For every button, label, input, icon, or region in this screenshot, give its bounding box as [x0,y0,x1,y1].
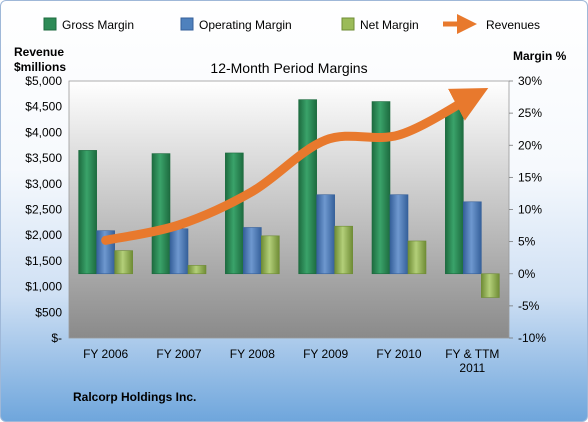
legend-label-revenues: Revenues [486,18,540,32]
bar-gross-margin [151,153,171,275]
right-tick-label: 0% [518,267,536,281]
left-tick-label: $4,000 [25,125,62,139]
x-tick-label: FY 2009 [303,347,348,361]
legend-label-operating-margin: Operating Margin [199,18,292,32]
right-tick-label: 30% [518,74,542,88]
bar-gross-margin [78,150,97,275]
x-tick-label: 2011 [459,361,485,375]
plot-area [68,80,510,339]
right-tick-label: 5% [518,235,536,249]
x-tick-label: FY & TTM [445,347,499,361]
company-name: Ralcorp Holdings Inc. [73,390,196,404]
left-tick-label: $4,500 [25,100,62,114]
bar-gross-margin [225,152,244,275]
left-tick-label: $- [51,331,62,345]
left-tick-label: $500 [35,305,62,319]
bar-operating-margin [169,228,189,275]
bar-net-margin [407,240,427,275]
bar-gross-margin [371,101,391,275]
legend-label-gross-margin: Gross Margin [62,18,134,32]
legend: Gross Margin Operating Margin Net Margin… [43,14,540,34]
revenues-line [101,88,489,245]
right-tick-label: -5% [518,299,540,313]
left-tick-label: $2,000 [25,228,62,242]
right-tick-label: -10% [518,331,546,345]
right-tick-label: 20% [518,138,542,152]
legend-swatch-net-margin [341,17,355,31]
bar-net-margin [261,235,280,275]
bar-net-margin [481,273,500,298]
left-axis-label-line2: $millions [14,60,66,74]
bar-gross-margin [298,99,317,275]
legend-swatch-operating-margin [180,17,194,31]
bar-operating-margin [243,227,262,275]
bar-operating-margin [463,201,482,275]
bar-net-margin [334,225,353,275]
chart-title: 12-Month Period Margins [210,60,367,76]
x-tick-label: FY 2007 [156,347,201,361]
right-tick-label: 10% [518,203,542,217]
bar-operating-margin [389,194,409,275]
left-axis-label-line1: Revenue [14,45,64,59]
right-axis-label: Margin % [513,49,567,63]
left-tick-label: $2,500 [25,203,62,217]
left-tick-label: $3,000 [25,177,62,191]
left-tick-label: $5,000 [25,74,62,88]
left-tick-label: $3,500 [25,151,62,165]
right-tick-label: 15% [518,170,542,184]
legend-swatch-gross-margin [43,17,57,31]
bar-net-margin [114,250,133,275]
right-tick-label: 25% [518,106,542,120]
bar-net-margin [187,265,207,275]
x-tick-label: FY 2006 [83,347,128,361]
x-tick-label: FY 2008 [230,347,275,361]
bar-gross-margin [445,107,464,275]
left-tick-label: $1,500 [25,254,62,268]
bar-operating-margin [316,194,335,275]
left-tick-label: $1,000 [25,280,62,294]
legend-label-net-margin: Net Margin [360,18,419,32]
x-tick-label: FY 2010 [376,347,421,361]
